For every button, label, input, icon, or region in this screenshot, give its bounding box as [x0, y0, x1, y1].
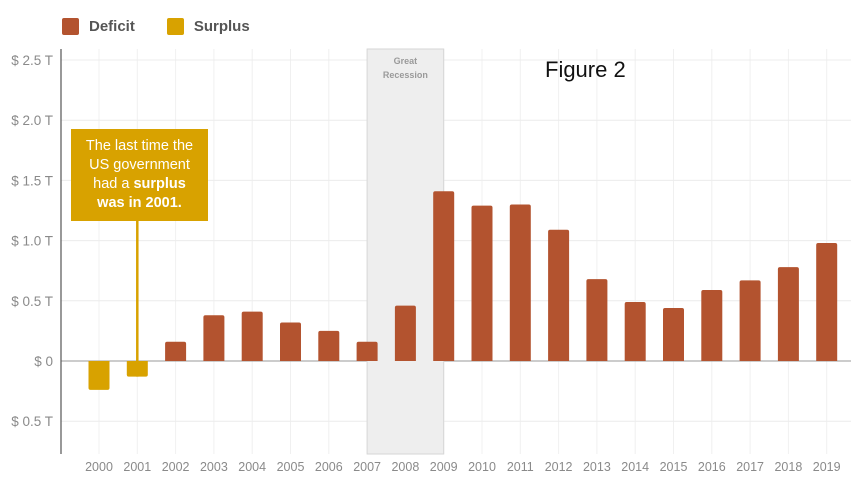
callout-bold-surplus: surplus — [133, 176, 186, 192]
x-tick-label: 2008 — [391, 460, 419, 474]
x-tick-label: 2011 — [507, 460, 534, 474]
x-tick-label: 2009 — [430, 460, 458, 474]
bar-2013 — [586, 279, 608, 361]
x-tick-label: 2017 — [736, 460, 764, 474]
bar-2015 — [663, 308, 684, 361]
x-tick-label: 2002 — [162, 460, 190, 474]
x-tick-label: 2019 — [813, 460, 841, 474]
callout-bold-year: was in 2001. — [97, 195, 182, 211]
great-recession-shade — [366, 48, 445, 455]
bar-2000 — [88, 361, 110, 390]
bar-2018 — [777, 267, 799, 361]
callout-line-4: was in 2001. — [71, 194, 208, 213]
callout-text-3: had a — [93, 176, 134, 192]
x-tick-label: 2004 — [238, 460, 266, 474]
bar-2011 — [509, 204, 531, 361]
surplus-callout: The last time the US government had a su… — [71, 129, 208, 221]
bar-2010 — [471, 205, 493, 361]
bar-2007 — [356, 341, 378, 361]
great-recession-label-1: Great — [394, 56, 418, 66]
grid-layer — [61, 49, 851, 454]
callout-line-3: had a surplus — [71, 175, 208, 194]
y-tick-label: $ 2.5 T — [11, 53, 53, 68]
bar-2005 — [280, 322, 301, 361]
x-tick-label: 2013 — [583, 460, 611, 474]
great-recession-label-2: Recession — [383, 70, 428, 80]
x-tick-label: 2012 — [545, 460, 573, 474]
callout-line-1: The last time the — [85, 138, 194, 154]
legend-label-deficit: Deficit — [89, 18, 135, 35]
legend-label-surplus: Surplus — [193, 18, 250, 35]
y-tick-label: $ 0.5 T — [11, 414, 53, 429]
x-tick-label: 2007 — [353, 460, 381, 474]
bar-2016 — [701, 289, 723, 361]
legend-item-surplus: Surplus — [166, 18, 250, 35]
x-tick-label: 2018 — [774, 460, 802, 474]
legend-item-deficit: Deficit — [62, 18, 135, 35]
x-tick-label: 2003 — [200, 460, 228, 474]
surplus-swatch — [166, 18, 184, 35]
bar-layer — [88, 191, 838, 390]
x-tick-label: 2006 — [315, 460, 343, 474]
bar-2009 — [433, 191, 455, 361]
x-tick-label: 2014 — [621, 460, 649, 474]
y-tick-label: $ 1.5 T — [11, 173, 53, 188]
deficit-swatch — [62, 18, 79, 35]
bar-2003 — [203, 315, 225, 361]
x-tick-label: 2000 — [85, 460, 113, 474]
bar-2004 — [241, 311, 263, 361]
figure-title: Figure 2 — [545, 57, 626, 82]
bar-2017 — [739, 280, 761, 361]
bar-2012 — [548, 229, 570, 361]
y-tick-label: $ 2.0 T — [11, 113, 53, 128]
bar-2008 — [394, 305, 416, 361]
y-tick-label: $ 1.0 T — [11, 234, 53, 249]
x-tick-label: 2015 — [660, 460, 688, 474]
bar-2019 — [816, 243, 838, 361]
x-tick-label: 2005 — [277, 460, 305, 474]
axis-layer: $ 2.5 T $ 2.0 T $ 1.5 T $ 1.0 T $ 0.5 T $ 0 $ … — [11, 49, 841, 474]
callout-line-2: US government — [89, 157, 190, 173]
x-tick-label: 2016 — [698, 460, 726, 474]
bar-2002 — [165, 341, 187, 361]
shade-layer: Great Recession — [366, 48, 445, 455]
bar-2006 — [318, 330, 340, 361]
y-tick-label: $ 0 — [34, 354, 53, 369]
legend: Deficit Surplus — [62, 18, 250, 35]
x-tick-label: 2001 — [123, 460, 151, 474]
y-tick-label: $ 0.5 T — [11, 294, 53, 309]
bar-2014 — [624, 302, 646, 361]
x-tick-label: 2010 — [468, 460, 496, 474]
